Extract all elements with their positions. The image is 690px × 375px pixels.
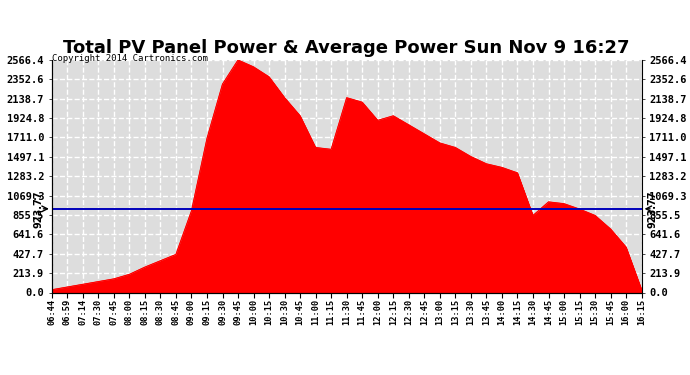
Text: Copyright 2014 Cartronics.com: Copyright 2014 Cartronics.com <box>52 54 208 63</box>
Text: 923.77: 923.77 <box>34 190 44 228</box>
Text: 923.77: 923.77 <box>648 190 658 228</box>
Title: Total PV Panel Power & Average Power Sun Nov 9 16:27: Total PV Panel Power & Average Power Sun… <box>63 39 630 57</box>
